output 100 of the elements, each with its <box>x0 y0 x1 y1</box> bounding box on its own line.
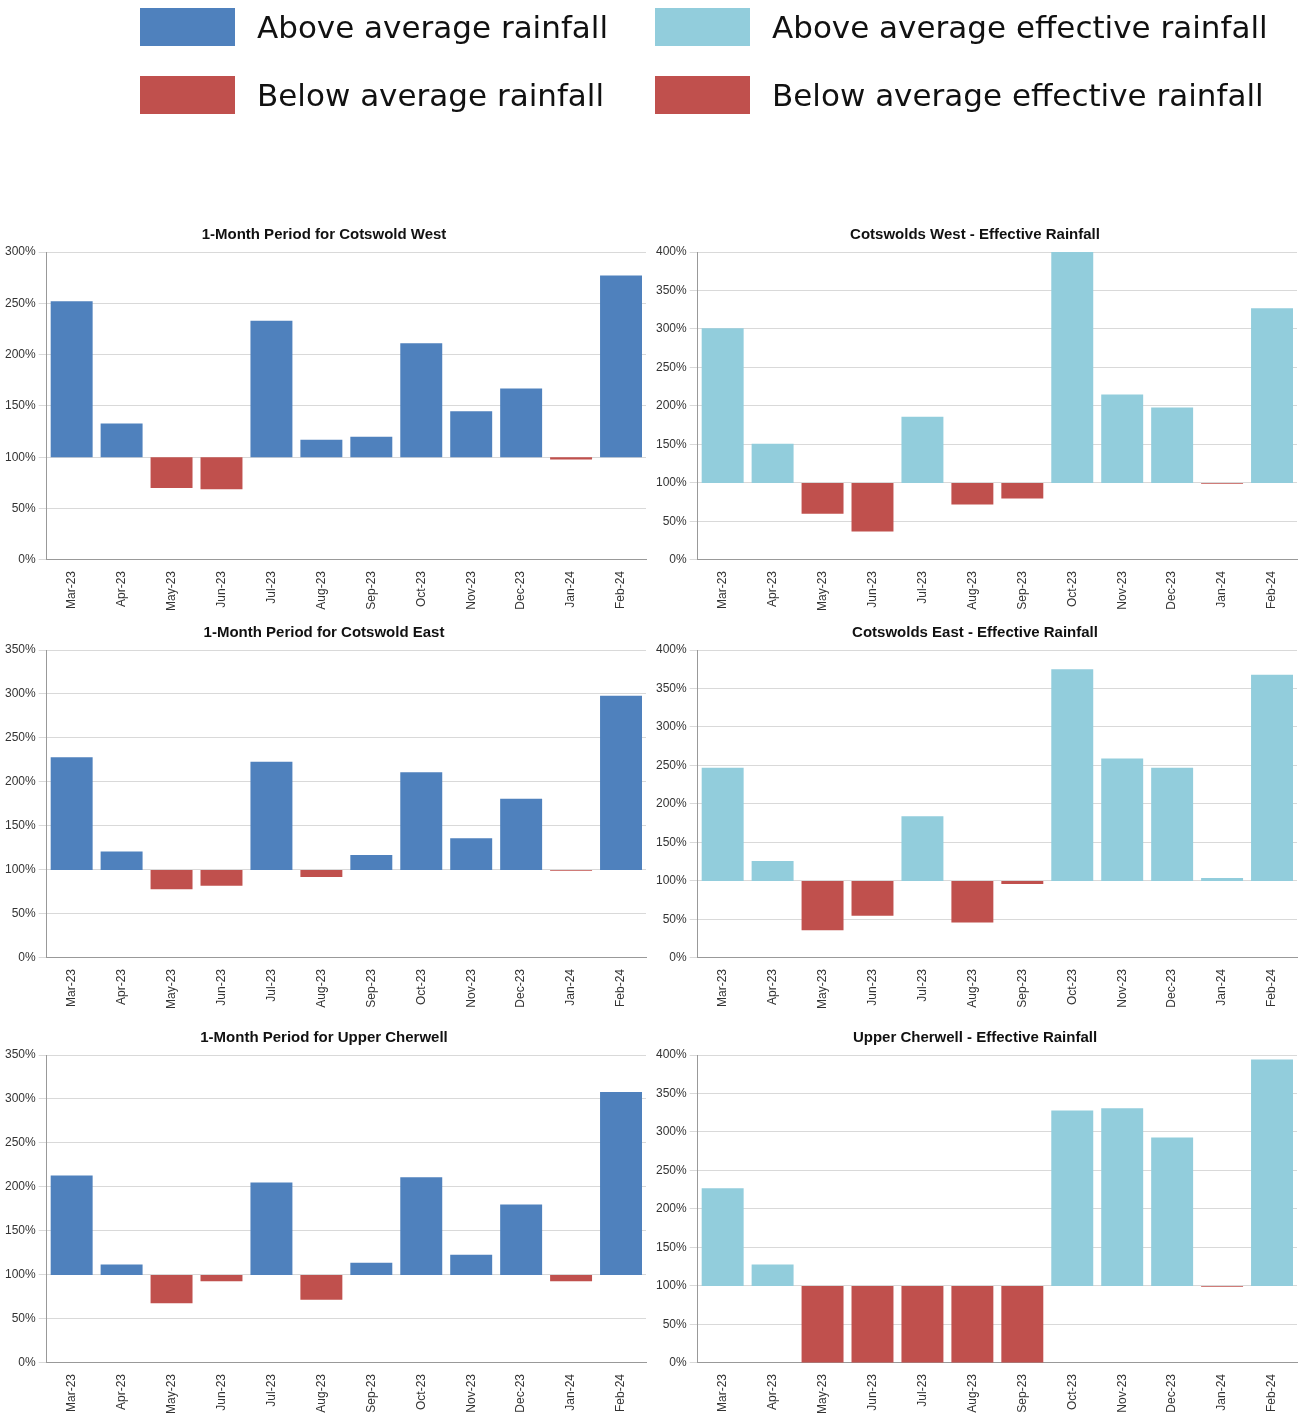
bar <box>801 1285 844 1363</box>
x-tick-label: Aug-23 <box>313 968 328 1008</box>
x-tick-label: Sep-23 <box>1014 570 1029 610</box>
y-tick-label: 350% <box>4 642 37 657</box>
x-tick-label: Jun-23 <box>864 1373 879 1411</box>
x-tick-label: Mar-23 <box>714 570 729 609</box>
x-tick-label: Aug-23 <box>313 570 328 610</box>
y-tick-label: 50% <box>662 513 688 528</box>
bar <box>100 1264 143 1275</box>
bar <box>1151 1137 1194 1286</box>
x-tick-label: May-23 <box>163 1373 178 1414</box>
bar <box>200 457 243 490</box>
y-tick-label: 150% <box>4 398 37 413</box>
y-tick-label: 0% <box>18 950 37 965</box>
bar <box>200 869 243 886</box>
y-tick-label: 0% <box>18 1355 37 1370</box>
bar <box>1051 669 1094 881</box>
x-tick-label: Jan-24 <box>563 570 578 608</box>
x-tick-label: Sep-23 <box>363 1373 378 1413</box>
bar <box>751 860 794 881</box>
y-tick-label: 250% <box>655 757 688 772</box>
bar <box>1001 482 1044 499</box>
x-tick-label: Aug-23 <box>964 570 979 610</box>
y-tick-label: 350% <box>655 1085 688 1100</box>
bar <box>150 457 193 489</box>
y-tick-label: 100% <box>655 873 688 888</box>
x-tick-label: Jun-23 <box>864 968 879 1006</box>
x-tick-label: Feb-24 <box>1264 968 1279 1008</box>
x-tick-label: Feb-24 <box>613 1373 628 1413</box>
bar <box>1101 1108 1144 1286</box>
bar <box>901 1285 944 1363</box>
bar <box>951 880 994 923</box>
x-tick-label: Nov-23 <box>463 1373 478 1413</box>
bar <box>600 275 643 458</box>
bar <box>50 757 93 870</box>
bar <box>751 1264 794 1286</box>
x-tick-label: Dec-23 <box>513 968 528 1008</box>
bar <box>1051 1110 1094 1286</box>
x-tick-label: Nov-23 <box>1114 968 1129 1008</box>
legend-label: Below average effective rainfall <box>772 77 1264 113</box>
bar <box>450 411 493 458</box>
bar <box>250 1182 293 1275</box>
bar <box>701 767 744 881</box>
x-tick-label: Jan-24 <box>1214 1373 1229 1411</box>
y-tick-label: 250% <box>4 295 37 310</box>
bar <box>1151 407 1194 483</box>
y-tick-label: 250% <box>655 1162 688 1177</box>
y-tick-label: 200% <box>655 1201 688 1216</box>
x-tick-label: Sep-23 <box>1014 968 1029 1008</box>
x-tick-label: Aug-23 <box>313 1373 328 1413</box>
y-tick-label: 300% <box>655 1124 688 1139</box>
y-tick-label: 200% <box>655 796 688 811</box>
chart-title: Cotswolds West - Effective Rainfall <box>850 225 1100 243</box>
bar <box>1051 252 1094 483</box>
y-tick-label: 300% <box>655 321 688 336</box>
bar <box>150 869 193 890</box>
bar <box>500 1204 543 1275</box>
x-tick-label: Nov-23 <box>1114 1373 1129 1413</box>
legend-label: Above average rainfall <box>257 9 609 45</box>
bar <box>400 772 443 870</box>
x-tick-label: Apr-23 <box>113 1373 128 1411</box>
y-tick-label: 0% <box>669 552 688 567</box>
bar <box>1101 394 1144 483</box>
x-tick-label: Sep-23 <box>363 968 378 1008</box>
y-tick-label: 250% <box>4 1135 37 1150</box>
y-tick-label: 150% <box>4 1223 37 1238</box>
bar <box>250 320 293 458</box>
x-tick-label: Apr-23 <box>764 570 779 608</box>
y-tick-label: 50% <box>11 906 37 921</box>
y-tick-label: 50% <box>662 1316 688 1331</box>
y-tick-label: 100% <box>4 449 37 464</box>
bar <box>400 1177 443 1275</box>
x-tick-label: Nov-23 <box>463 570 478 610</box>
x-tick-label: Aug-23 <box>964 1373 979 1413</box>
bar <box>1251 1059 1294 1286</box>
x-tick-label: Apr-23 <box>764 1373 779 1411</box>
y-tick-label: 350% <box>655 680 688 695</box>
y-tick-label: 150% <box>655 436 688 451</box>
bar <box>851 1285 894 1363</box>
y-tick-label: 200% <box>4 1179 37 1194</box>
bar <box>1251 674 1294 881</box>
x-tick-label: Dec-23 <box>513 1373 528 1413</box>
chart-title: 1-Month Period for Cotswold West <box>201 225 447 243</box>
bar <box>801 482 844 514</box>
bar <box>550 457 593 460</box>
bar <box>300 1274 343 1300</box>
x-tick-label: Dec-23 <box>1164 1373 1179 1413</box>
x-tick-label: Dec-23 <box>1164 968 1179 1008</box>
x-tick-label: Jul-23 <box>263 1373 278 1407</box>
bar <box>1101 758 1144 881</box>
y-tick-label: 100% <box>655 1278 688 1293</box>
x-tick-label: Oct-23 <box>413 570 428 607</box>
chart-title: Cotswolds East - Effective Rainfall <box>852 623 1098 641</box>
x-tick-label: Oct-23 <box>1064 968 1079 1005</box>
x-tick-label: May-23 <box>814 570 829 611</box>
bar <box>600 695 643 870</box>
bar <box>951 1285 994 1363</box>
x-tick-label: Jun-23 <box>213 570 228 608</box>
y-tick-label: 400% <box>655 1047 688 1062</box>
x-tick-label: May-23 <box>814 968 829 1009</box>
